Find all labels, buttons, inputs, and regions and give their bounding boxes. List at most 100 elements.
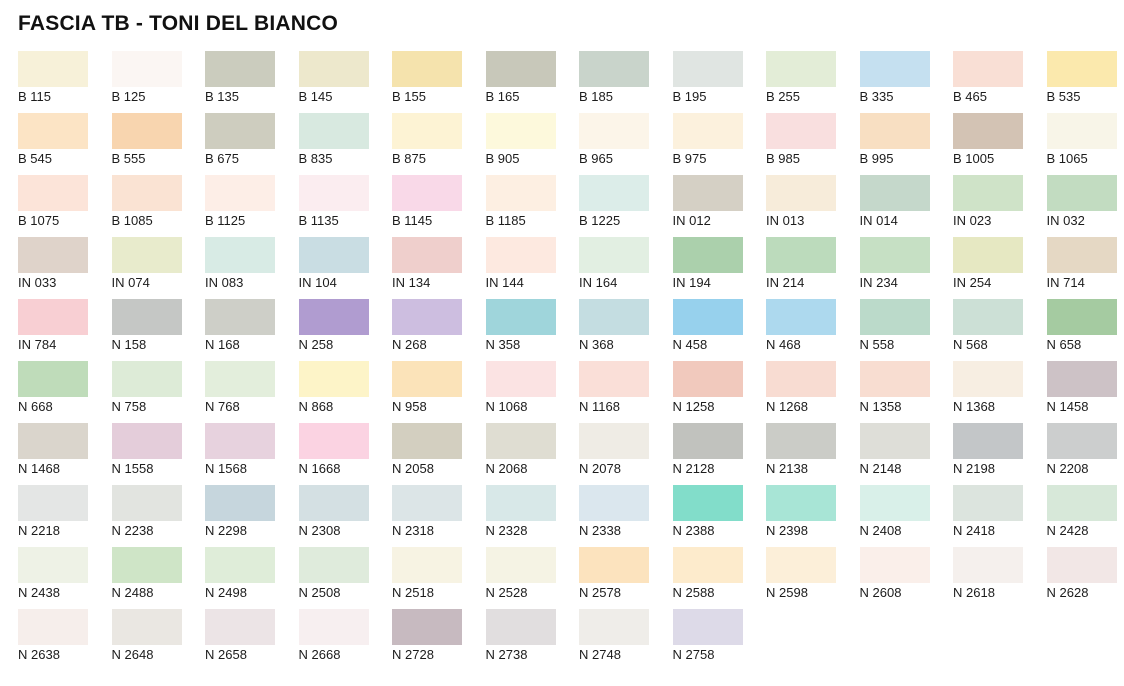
- swatch-code-label: N 2308: [298, 523, 341, 538]
- color-swatch: [1046, 361, 1117, 397]
- swatch-code-label: N 2208: [1046, 461, 1089, 476]
- swatch-cell-b-1185: B 1185: [485, 175, 556, 227]
- swatch-code-label: B 1065: [1046, 151, 1088, 166]
- swatch-code-label: IN 234: [859, 275, 898, 290]
- swatch-code-label: B 155: [392, 89, 426, 104]
- swatch-cell-b-905: B 905: [485, 113, 556, 166]
- swatch-code-label: N 2128: [672, 461, 715, 476]
- swatch-cell-n-2728: N 2728: [392, 609, 462, 661]
- swatch-cell-n-268: N 268: [392, 299, 462, 351]
- color-swatch: [766, 485, 836, 521]
- swatch-cell-in-023: IN 023: [953, 175, 1023, 227]
- color-swatch: [1046, 485, 1117, 521]
- swatch-code-label: N 2068: [485, 461, 528, 476]
- swatch-code-label: B 875: [392, 151, 426, 166]
- swatch-cell-n-668: N 668: [18, 361, 88, 413]
- swatch-code-label: IN 023: [953, 213, 992, 228]
- color-swatch: [205, 237, 275, 273]
- swatch-cell-n-758: N 758: [111, 361, 182, 413]
- swatch-code-label: N 458: [672, 337, 708, 352]
- swatch-code-label: N 1458: [1046, 399, 1089, 414]
- swatch-cell-n-1468: N 1468: [18, 423, 88, 475]
- swatch-code-label: N 2298: [205, 523, 247, 538]
- swatch-code-label: IN 074: [111, 275, 150, 290]
- swatch-cell-n-2578: N 2578: [579, 547, 649, 599]
- swatch-code-label: IN 012: [672, 213, 711, 228]
- color-swatch: [298, 609, 369, 645]
- swatch-code-label: B 255: [766, 89, 800, 104]
- color-swatch: [485, 51, 556, 87]
- color-swatch: [766, 175, 836, 211]
- color-swatch: [859, 299, 930, 335]
- color-swatch: [859, 51, 930, 87]
- swatch-cell-in-012: IN 012: [672, 175, 743, 228]
- swatch-cell-n-158: N 158: [111, 299, 182, 351]
- swatch-cell-n-1258: N 1258: [672, 361, 743, 414]
- swatch-code-label: B 835: [298, 151, 333, 166]
- swatch-cell-n-658: N 658: [1046, 299, 1117, 352]
- color-swatch: [766, 237, 836, 273]
- swatch-code-label: N 2598: [766, 585, 808, 600]
- color-swatch: [205, 299, 275, 335]
- swatch-cell-b-185: B 185: [579, 51, 649, 103]
- swatch-code-label: IN 194: [672, 275, 711, 290]
- color-swatch: [953, 547, 1023, 583]
- swatch-cell-b-545: B 545: [18, 113, 88, 165]
- color-swatch: [1046, 51, 1117, 87]
- color-swatch: [111, 51, 182, 87]
- swatch-code-label: N 1258: [672, 399, 715, 414]
- color-swatch: [485, 547, 556, 583]
- swatch-cell-n-2218: N 2218: [18, 485, 88, 537]
- swatch-cell-n-2668: N 2668: [298, 609, 369, 661]
- swatch-code-label: B 115: [18, 89, 52, 104]
- swatch-code-label: N 658: [1046, 337, 1082, 352]
- swatch-cell-n-2648: N 2648: [111, 609, 182, 662]
- swatch-code-label: N 2408: [859, 523, 902, 538]
- swatch-code-label: B 1145: [392, 213, 433, 228]
- color-swatch: [111, 175, 182, 211]
- swatch-cell-n-2598: N 2598: [766, 547, 836, 599]
- swatch-code-label: IN 164: [579, 275, 618, 290]
- swatch-cell-b-965: B 965: [579, 113, 649, 165]
- swatch-cell-n-1368: N 1368: [953, 361, 1023, 413]
- swatch-cell-n-2758: N 2758: [672, 609, 743, 661]
- color-swatch: [859, 237, 930, 273]
- color-swatch: [672, 485, 743, 521]
- swatch-cell-n-468: N 468: [766, 299, 836, 351]
- swatch-cell-in-032: IN 032: [1046, 175, 1117, 227]
- swatch-code-label: N 2198: [953, 461, 995, 476]
- swatch-code-label: IN 784: [18, 337, 57, 352]
- swatch-code-label: N 2748: [579, 647, 621, 662]
- swatch-code-label: N 2738: [485, 647, 528, 662]
- swatch-cell-n-2528: N 2528: [485, 547, 556, 599]
- color-swatch: [485, 423, 556, 459]
- color-swatch: [392, 299, 462, 335]
- color-swatch: [298, 113, 369, 149]
- swatch-code-label: IN 714: [1046, 275, 1085, 290]
- swatch-code-label: N 1468: [18, 461, 60, 476]
- color-swatch: [859, 485, 930, 521]
- swatch-code-label: N 2638: [18, 647, 60, 662]
- swatch-cell-b-195: B 195: [672, 51, 743, 103]
- swatch-code-label: N 2648: [111, 647, 154, 662]
- swatch-cell-in-074: IN 074: [111, 237, 182, 290]
- swatch-code-label: N 1668: [298, 461, 341, 476]
- swatch-cell-n-358: N 358: [485, 299, 556, 351]
- swatch-cell-n-2628: N 2628: [1046, 547, 1117, 599]
- color-swatch: [766, 547, 836, 583]
- swatch-cell-b-145: B 145: [298, 51, 369, 103]
- swatch-cell-n-768: N 768: [205, 361, 275, 413]
- swatch-cell-n-868: N 868: [298, 361, 369, 414]
- color-swatch: [18, 423, 88, 459]
- swatch-code-label: N 258: [298, 337, 334, 352]
- swatch-code-label: N 868: [298, 399, 334, 414]
- swatch-code-label: B 965: [579, 151, 613, 166]
- color-swatch: [859, 175, 930, 211]
- color-swatch: [1046, 423, 1117, 459]
- swatch-code-label: N 2388: [672, 523, 715, 538]
- swatch-code-label: N 568: [953, 337, 988, 352]
- swatch-cell-n-1668: N 1668: [298, 423, 369, 476]
- color-swatch: [485, 361, 556, 397]
- swatch-code-label: B 905: [485, 151, 520, 166]
